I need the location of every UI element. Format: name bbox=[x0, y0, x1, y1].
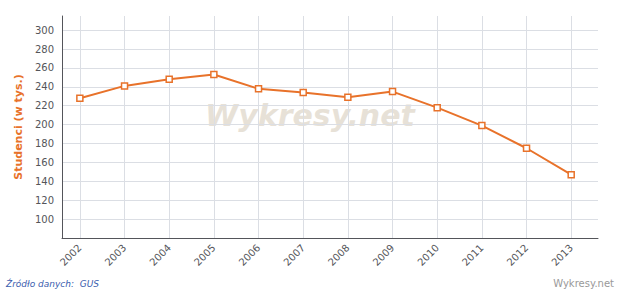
svg-text:120: 120 bbox=[35, 195, 54, 206]
svg-text:100: 100 bbox=[35, 214, 54, 225]
svg-text:2009: 2009 bbox=[371, 242, 397, 268]
svg-text:300: 300 bbox=[35, 25, 54, 36]
svg-text:200: 200 bbox=[35, 119, 54, 130]
svg-text:160: 160 bbox=[35, 157, 54, 168]
svg-text:2007: 2007 bbox=[281, 242, 307, 268]
svg-text:Wykresy.net: Wykresy.net bbox=[205, 98, 416, 133]
svg-text:Źródło danych: GUS: Źródło danych: GUS bbox=[5, 278, 99, 289]
svg-text:2005: 2005 bbox=[192, 242, 218, 268]
svg-text:140: 140 bbox=[35, 176, 54, 187]
svg-text:2006: 2006 bbox=[237, 242, 263, 268]
svg-text:2002: 2002 bbox=[58, 242, 84, 268]
svg-text:2008: 2008 bbox=[326, 242, 352, 268]
svg-text:240: 240 bbox=[35, 81, 54, 92]
svg-text:Studenci (w tys.): Studenci (w tys.) bbox=[12, 74, 25, 180]
svg-text:2012: 2012 bbox=[505, 242, 531, 268]
svg-text:2003: 2003 bbox=[103, 242, 129, 268]
svg-text:Wykresy.net: Wykresy.net bbox=[553, 278, 614, 289]
svg-text:2010: 2010 bbox=[415, 242, 441, 268]
svg-text:180: 180 bbox=[35, 138, 54, 149]
svg-text:260: 260 bbox=[35, 62, 54, 73]
svg-text:280: 280 bbox=[35, 44, 54, 55]
svg-text:2004: 2004 bbox=[147, 242, 173, 268]
svg-text:2011: 2011 bbox=[460, 242, 486, 268]
svg-text:2013: 2013 bbox=[549, 242, 575, 268]
svg-text:220: 220 bbox=[35, 100, 54, 111]
